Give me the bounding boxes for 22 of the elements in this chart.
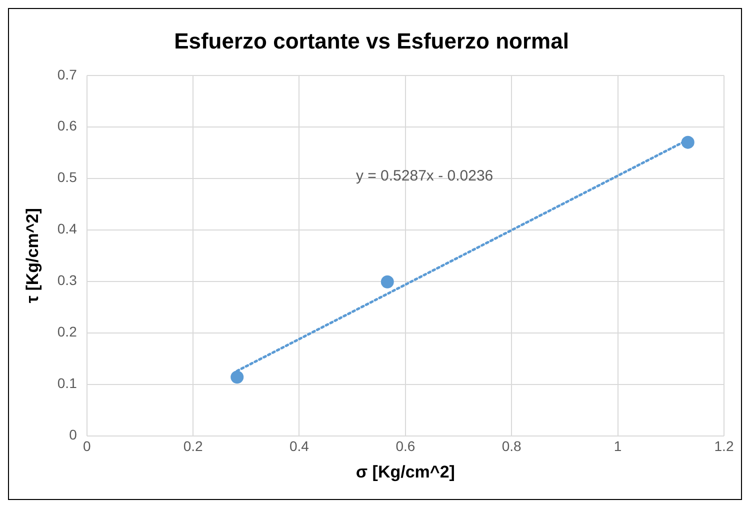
x-tick-label: 0.4 — [290, 438, 310, 454]
y-tick-label: 0.4 — [57, 220, 78, 237]
x-tick-label: 0 — [82, 438, 91, 454]
chart-title: Esfuerzo cortante vs Esfuerzo normal — [174, 28, 569, 54]
x-tick-label: 0.6 — [396, 438, 416, 454]
x-tick-label: 1 — [614, 438, 622, 454]
y-tick-label: 0.7 — [57, 66, 78, 82]
x-tick-label: 0.2 — [183, 438, 203, 454]
annotation: y = 0.5287x - 0.0236 — [356, 167, 494, 184]
y-tick-label: 0.3 — [57, 272, 78, 288]
y-tick-label: 0.1 — [57, 375, 78, 392]
point — [681, 136, 694, 149]
point — [230, 370, 244, 384]
y-tick-label: 0.6 — [57, 118, 78, 134]
x-tick-label: 1.2 — [714, 438, 734, 454]
y-tick-label: 0.2 — [57, 324, 78, 340]
y-axis-title: τ [Kg/cm^2] — [22, 208, 42, 304]
y-tick-label: 0 — [69, 426, 78, 443]
point — [380, 275, 394, 288]
y-tick-label: 0.5 — [57, 169, 78, 186]
x-axis-title: σ [Kg/cm^2] — [356, 462, 455, 482]
x-tick-label: 0.8 — [502, 438, 522, 454]
